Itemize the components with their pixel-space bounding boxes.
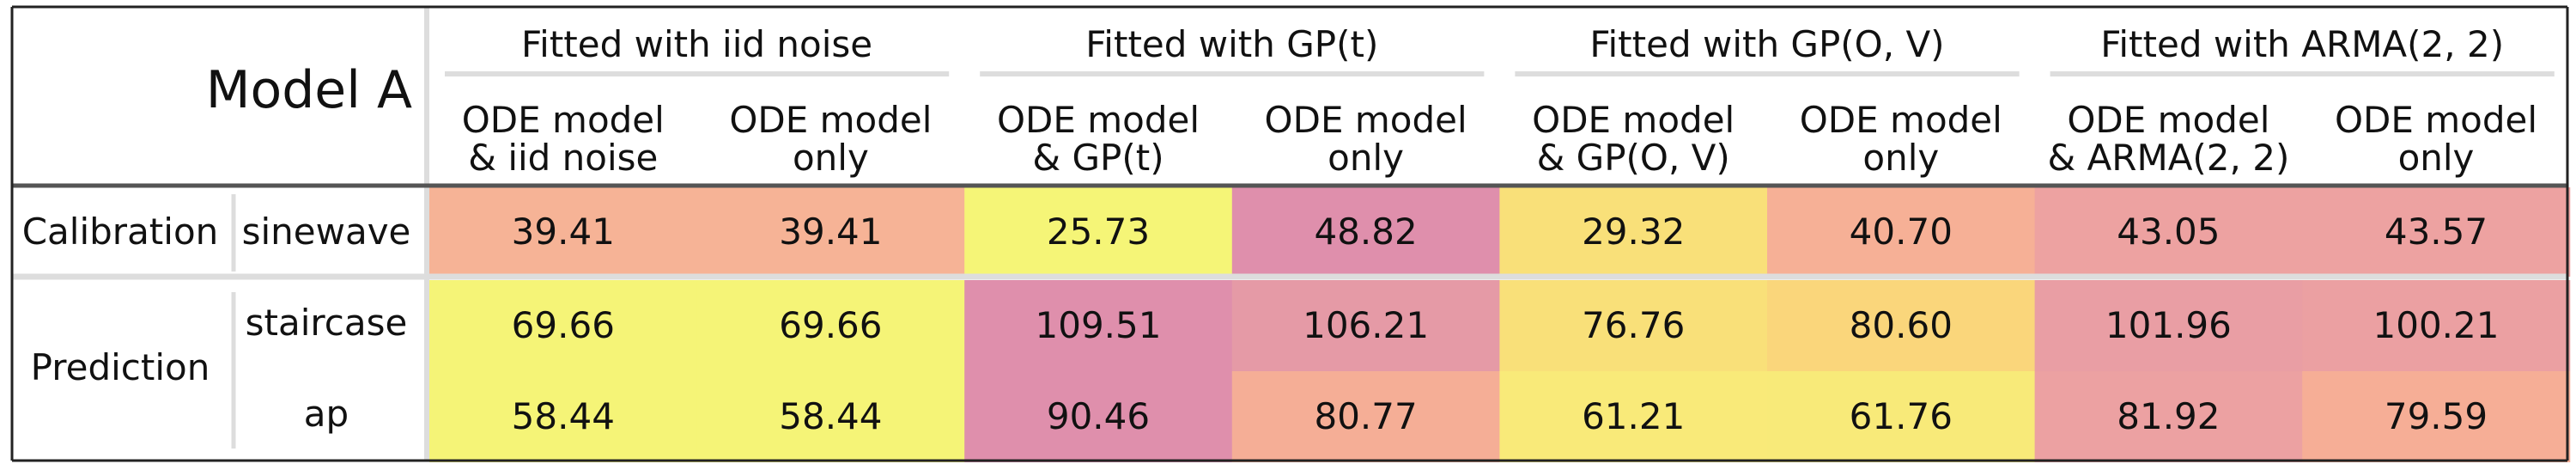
value-cell: 69.66	[511, 304, 615, 346]
value-cell: 106.21	[1303, 304, 1430, 346]
value-cell: 81.92	[2117, 395, 2221, 437]
value-cell-bg	[2034, 371, 2303, 462]
row-group-label: Calibration	[21, 211, 219, 253]
value-cell-bg	[429, 187, 698, 277]
value-cell-bg	[1231, 187, 1500, 277]
row-name: ap	[303, 393, 349, 435]
group-header: Fitted with ARMA(2, 2)	[2100, 23, 2505, 65]
table-title: Model A	[205, 60, 412, 120]
value-cell-bg	[1231, 371, 1500, 462]
value-cell: 58.44	[779, 395, 883, 437]
value-cell-bg	[696, 371, 965, 462]
column-header-line2: only	[1327, 137, 1405, 179]
value-cell-bg	[429, 280, 698, 371]
value-cell: 58.44	[511, 395, 615, 437]
value-cell: 79.59	[2384, 395, 2488, 437]
column-header-line1: ODE model	[461, 99, 665, 141]
value-cell-bg	[1767, 187, 2036, 277]
column-header-line2: & ARMA(2, 2)	[2047, 137, 2290, 179]
value-cell-bg	[964, 187, 1233, 277]
column-header-line2: only	[1862, 137, 1940, 179]
value-cell-bg	[429, 371, 698, 462]
value-cell: 43.05	[2117, 211, 2221, 253]
value-cell-bg	[2034, 187, 2303, 277]
value-cell-bg	[1231, 280, 1500, 371]
value-cell-bg	[2302, 280, 2571, 371]
column-header-line2: & iid noise	[468, 137, 659, 179]
value-cell-bg	[2302, 187, 2571, 277]
column-header-line1: ODE model	[2067, 99, 2270, 141]
column-header-line2: & GP(t)	[1032, 137, 1164, 179]
value-cell-bg	[964, 371, 1233, 462]
value-cell-bg	[2034, 280, 2303, 371]
value-cell: 100.21	[2372, 304, 2500, 346]
group-header: Fitted with iid noise	[521, 23, 873, 65]
value-cell: 61.21	[1582, 395, 1686, 437]
value-cell: 101.96	[2105, 304, 2232, 346]
value-cell: 69.66	[779, 304, 883, 346]
group-header: Fitted with GP(t)	[1085, 23, 1379, 65]
value-cell: 25.73	[1046, 211, 1151, 253]
column-header-line1: ODE model	[2334, 99, 2538, 141]
value-cell: 29.32	[1582, 211, 1686, 253]
value-cell-bg	[1499, 187, 1768, 277]
row-name: staircase	[245, 302, 408, 344]
value-cell: 43.57	[2384, 211, 2488, 253]
value-cell: 40.70	[1849, 211, 1953, 253]
value-cell-bg	[1499, 280, 1768, 371]
value-cell-bg	[1767, 371, 2036, 462]
value-cell: 76.76	[1582, 304, 1686, 346]
row-group-label: Prediction	[30, 346, 210, 388]
value-cell-bg	[696, 280, 965, 371]
value-cell: 48.82	[1314, 211, 1418, 253]
group-header: Fitted with GP(O, V)	[1589, 23, 1945, 65]
value-cell: 39.41	[779, 211, 883, 253]
value-cell: 39.41	[511, 211, 615, 253]
value-cell: 109.51	[1035, 304, 1162, 346]
column-header-line1: ODE model	[1799, 99, 2002, 141]
column-header-line2: & GP(O, V)	[1536, 137, 1730, 179]
value-cell: 90.46	[1046, 395, 1151, 437]
column-header-line1: ODE model	[729, 99, 933, 141]
value-cell-bg	[696, 187, 965, 277]
row-name: sinewave	[241, 211, 411, 253]
value-cell-bg	[1767, 280, 2036, 371]
value-cell: 80.60	[1849, 304, 1953, 346]
column-header-line1: ODE model	[1264, 99, 1467, 141]
value-cell: 80.77	[1314, 395, 1418, 437]
column-header-line2: only	[2397, 137, 2475, 179]
column-header-line1: ODE model	[996, 99, 1200, 141]
value-cell-bg	[2302, 371, 2571, 462]
column-header-line2: only	[792, 137, 869, 179]
column-header-line1: ODE model	[1532, 99, 1735, 141]
value-cell-bg	[964, 280, 1233, 371]
value-cell-bg	[1499, 371, 1768, 462]
value-cell: 61.76	[1849, 395, 1953, 437]
